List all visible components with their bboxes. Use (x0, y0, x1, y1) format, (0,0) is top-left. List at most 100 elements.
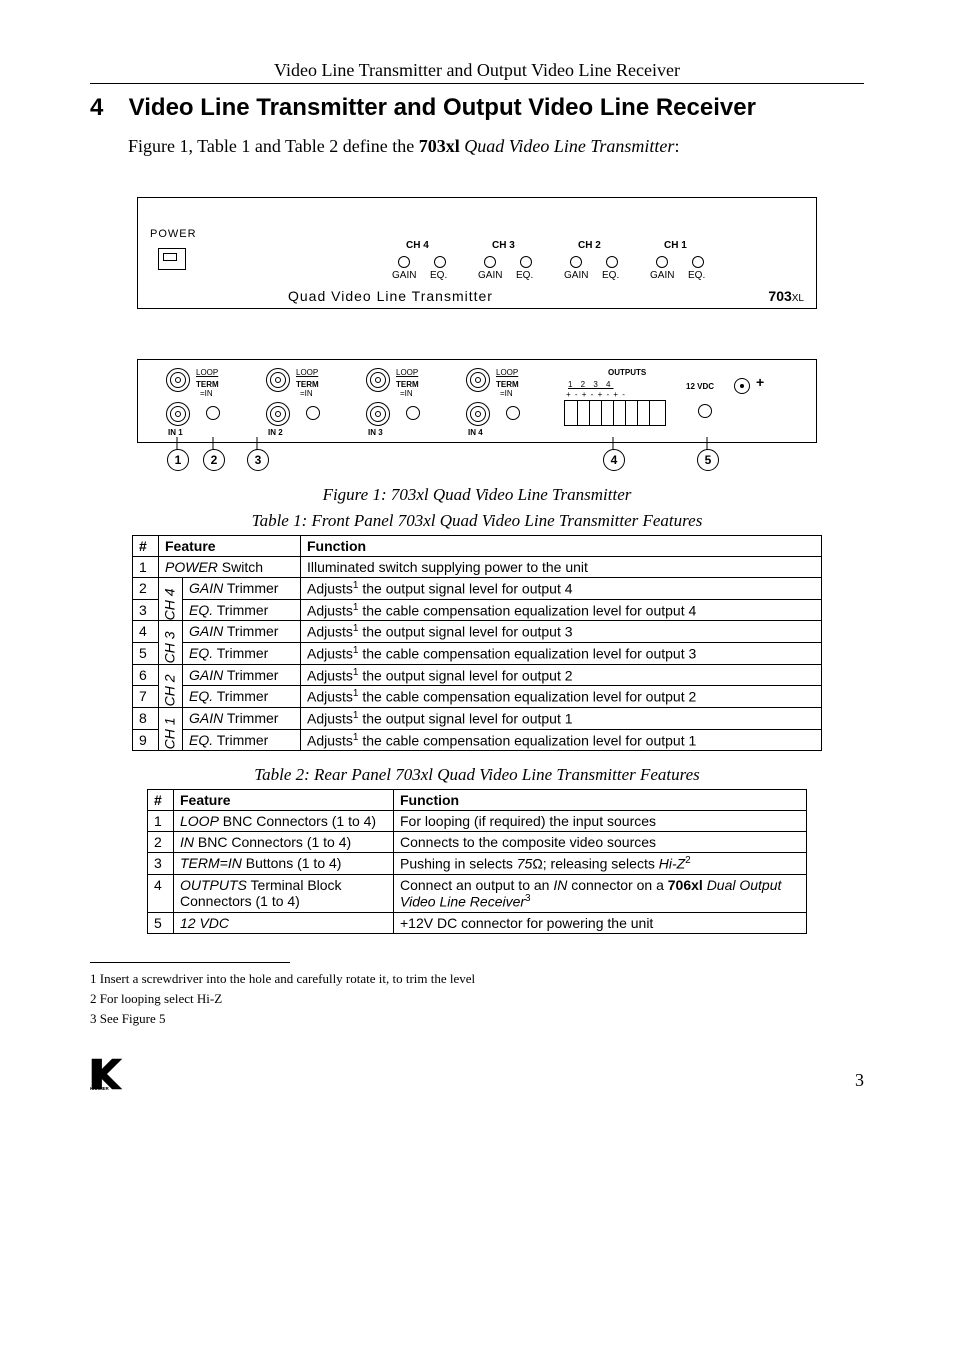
t1-n: 2 (133, 578, 159, 600)
out-polarity: + - + - + - + - (566, 390, 626, 399)
t1-feat: GAIN Trimmer (183, 707, 301, 729)
terminal-block-icon (564, 400, 666, 426)
t1-n: 3 (133, 599, 159, 621)
t2-func: For looping (if required) the input sour… (394, 811, 807, 832)
eqin-label: =IN (500, 389, 513, 398)
term-button-icon (206, 406, 220, 420)
t1-ch: CH 2 (159, 664, 183, 707)
t1-feat: POWER Switch (159, 557, 301, 578)
t1-feat: EQ. Trimmer (183, 599, 301, 621)
t1-ch: CH 1 (159, 707, 183, 750)
term-label: TERM (196, 380, 219, 389)
section-number: 4 (90, 94, 122, 122)
table-1: # Feature Function 1POWER SwitchIllumina… (132, 535, 822, 751)
eq-trimmer-icon (520, 256, 532, 268)
footnote-rule (90, 962, 290, 963)
t2-feat: 12 VDC (174, 912, 394, 933)
t1-feat: EQ. Trimmer (183, 642, 301, 664)
t1-feat: GAIN Trimmer (183, 621, 301, 643)
t1-func: Adjusts1 the output signal level for out… (301, 707, 822, 729)
t1-func: Adjusts1 the cable compensation equaliza… (301, 642, 822, 664)
in-label: IN 4 (468, 428, 483, 437)
t1-feat: EQ. Trimmer (183, 686, 301, 708)
in-bnc-icon (366, 402, 390, 426)
t1-func: Adjusts1 the output signal level for out… (301, 621, 822, 643)
callout: 1 (167, 449, 189, 471)
page-number: 3 (855, 1070, 864, 1091)
t1-func: Adjusts1 the cable compensation equaliza… (301, 599, 822, 621)
in-label: IN 2 (268, 428, 283, 437)
t1-n: 5 (133, 642, 159, 664)
t2-n: 4 (148, 874, 174, 912)
eq-label: EQ. (602, 270, 619, 281)
t1-feat: GAIN Trimmer (183, 664, 301, 686)
t1-n: 1 (133, 557, 159, 578)
t1-h3: Function (301, 536, 822, 557)
running-header: Video Line Transmitter and Output Video … (90, 60, 864, 81)
t2-func: Pushing in selects 75Ω; releasing select… (394, 853, 807, 875)
t1-h1: # (133, 536, 159, 557)
t2-n: 2 (148, 832, 174, 853)
eq-trimmer-icon (692, 256, 704, 268)
ch-label: CH 4 (406, 240, 429, 251)
t1-n: 9 (133, 729, 159, 751)
loop-bnc-icon (466, 368, 490, 392)
power-switch-icon (158, 248, 186, 270)
front-panel: POWER CH 4GAINEQ.CH 3GAINEQ.CH 2GAINEQ.C… (137, 197, 817, 309)
t1-ch: CH 4 (159, 578, 183, 621)
loop-label: LOOP (296, 368, 318, 377)
footnotes: 1 Insert a screwdriver into the hole and… (90, 962, 864, 1027)
term-label: TERM (396, 380, 419, 389)
section-title-text: Video Line Transmitter and Output Video … (129, 94, 756, 121)
t2-func: +12V DC connector for powering the unit (394, 912, 807, 933)
strip-caption: Quad Video Line Transmitter (288, 288, 493, 304)
gain-label: GAIN (392, 270, 416, 281)
eqin-label: =IN (200, 389, 213, 398)
t1-func: Adjusts1 the cable compensation equaliza… (301, 729, 822, 751)
callout: 3 (247, 449, 269, 471)
loop-label: LOOP (196, 368, 218, 377)
gain-trimmer-icon (398, 256, 410, 268)
power-label: POWER (150, 228, 197, 240)
gain-label: GAIN (478, 270, 502, 281)
loop-label: LOOP (496, 368, 518, 377)
in-label: IN 3 (368, 428, 383, 437)
eqin-label: =IN (300, 389, 313, 398)
t1-func: Illuminated switch supplying power to th… (301, 557, 822, 578)
in-label: IN 1 (168, 428, 183, 437)
t1-n: 4 (133, 621, 159, 643)
figure-1: 1 2 3 4 5 6 7 8 9 POWER CH 4GAINEQ.CH 3G… (137, 197, 817, 477)
term-button-icon (306, 406, 320, 420)
kramer-logo-icon: KRAMER (90, 1057, 124, 1091)
t1-func: Adjusts1 the cable compensation equaliza… (301, 686, 822, 708)
outputs-label: OUTPUTS (608, 368, 646, 377)
t2-feat: TERM=IN Buttons (1 to 4) (174, 853, 394, 875)
t2-n: 3 (148, 853, 174, 875)
ch-label: CH 2 (578, 240, 601, 251)
gain-label: GAIN (564, 270, 588, 281)
term-label: TERM (296, 380, 319, 389)
dc-jack-icon (734, 378, 750, 394)
t2-func: Connects to the composite video sources (394, 832, 807, 853)
t1-func: Adjusts1 the output signal level for out… (301, 664, 822, 686)
callout: 4 (603, 449, 625, 471)
t1-feat: EQ. Trimmer (183, 729, 301, 751)
callout: 5 (697, 449, 719, 471)
eq-label: EQ. (430, 270, 447, 281)
t1-n: 6 (133, 664, 159, 686)
loop-bnc-icon (166, 368, 190, 392)
t1-func: Adjusts1 the output signal level for out… (301, 578, 822, 600)
eq-label: EQ. (516, 270, 533, 281)
t2-feat: OUTPUTS Terminal Block Connectors (1 to … (174, 874, 394, 912)
header-rule (90, 83, 864, 84)
table1-caption: Table 1: Front Panel 703xl Quad Video Li… (90, 511, 864, 531)
t1-feat: GAIN Trimmer (183, 578, 301, 600)
in-bnc-icon (466, 402, 490, 426)
t2-h2: Feature (174, 790, 394, 811)
table2-caption: Table 2: Rear Panel 703xl Quad Video Lin… (90, 765, 864, 785)
intro-paragraph: Figure 1, Table 1 and Table 2 define the… (128, 136, 864, 157)
in-bnc-icon (166, 402, 190, 426)
section-title: 4 Video Line Transmitter and Output Vide… (90, 94, 864, 122)
ch-label: CH 3 (492, 240, 515, 251)
model-suffix: XL (792, 293, 804, 304)
